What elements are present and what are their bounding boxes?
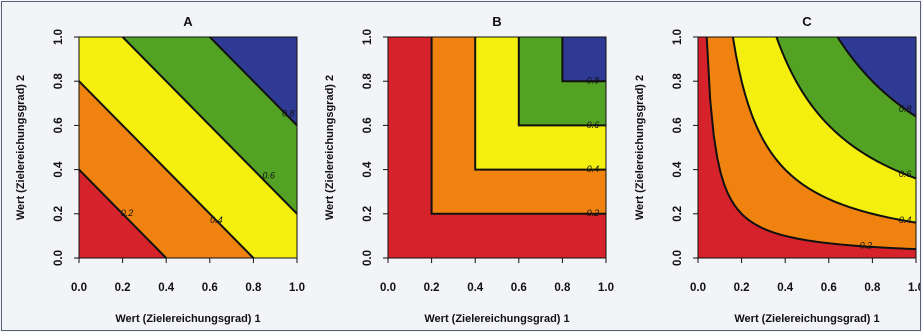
x-axis-label: Wert (Zielereichungsgrad) 1 (734, 313, 879, 325)
contour-line-0.2 (430, 37, 606, 215)
x-tick-label: 0.0 (71, 282, 87, 294)
x-tick-label: 0.2 (424, 282, 440, 294)
x-tick-label: 0.6 (511, 282, 527, 294)
contour-label: 0.6 (587, 120, 600, 130)
x-tick-label: 0.4 (777, 282, 794, 294)
y-axis-label: Wert (Zielereichungsgrad) 2 (324, 75, 336, 220)
y-tick-label: 0.6 (53, 117, 65, 133)
contour-line-0.4 (731, 36, 917, 224)
x-tick-label: 1.0 (289, 282, 305, 294)
panel-title: A (183, 14, 193, 29)
contour-band-4 (837, 37, 916, 117)
y-tick-label: 0.4 (53, 161, 65, 178)
y-tick-label: 0.6 (362, 117, 374, 133)
contour-label: 0.8 (587, 76, 600, 86)
y-tick-label: 0.0 (362, 250, 374, 266)
y-axis-label: Wert (Zielereichungsgrad) 2 (634, 75, 646, 220)
y-axis-label: Wert (Zielereichungsgrad) 2 (15, 75, 27, 220)
contour-line-0.8 (561, 37, 606, 83)
y-tick-label: 0.4 (672, 161, 684, 178)
contour-label: 0.8 (899, 104, 912, 114)
x-axis-label: Wert (Zielereichungsgrad) 1 (424, 313, 569, 325)
x-tick-label: 1.0 (908, 282, 920, 294)
x-tick-label: 0.0 (380, 282, 396, 294)
contour-line-0.6 (121, 36, 298, 215)
y-tick-label: 0.0 (672, 250, 684, 266)
x-tick-label: 0.8 (245, 282, 262, 294)
contour-label: 0.2 (860, 240, 873, 250)
x-tick-label: 0.8 (554, 282, 571, 294)
y-tick-label: 0.0 (53, 250, 65, 266)
plot-border (387, 36, 607, 259)
panel-b: 0.2 0.4 0.6 0.8 B 0.0 0.2 0.4 0.6 0.8 1.0 0.0 0.2 0.4… (324, 14, 614, 325)
y-tick-label: 0.2 (672, 206, 684, 222)
y-tick-label: 1.0 (672, 29, 684, 45)
contour-label: 0.4 (587, 164, 600, 174)
panel-a: 0.2 0.4 0.6 0.8 A 0.0 0.2 0.4 0.6 0.8 1.0 0.0 0.2 0.4… (15, 14, 305, 325)
x-tick-label: 0.2 (734, 282, 750, 294)
y-tick-label: 0.8 (362, 73, 374, 90)
y-tick-label: 0.8 (53, 73, 65, 90)
y-tick-label: 0.2 (362, 206, 374, 222)
x-tick-label: 0.6 (202, 282, 218, 294)
contour-line-0.2 (705, 36, 917, 251)
plot-border (697, 36, 917, 259)
x-tick-label: 0.4 (158, 282, 175, 294)
y-tick-label: 0.2 (53, 206, 65, 222)
contour-line-0.2 (78, 168, 167, 259)
x-tick-label: 0.6 (821, 282, 837, 294)
y-tick-label: 0.4 (362, 161, 374, 178)
contour-line-0.4 (474, 37, 606, 171)
contour-label: 0.2 (587, 208, 600, 218)
y-tick-label: 1.0 (362, 29, 374, 45)
x-tick-label: 0.0 (690, 282, 706, 294)
contour-band-4 (562, 37, 606, 82)
contour-line-0.8 (209, 36, 298, 127)
contour-label: 0.6 (262, 171, 275, 181)
x-axis-label: Wert (Zielereichungsgrad) 1 (115, 313, 260, 325)
y-tick-label: 1.0 (53, 29, 65, 45)
x-tick-label: 0.4 (467, 282, 484, 294)
x-tick-label: 0.2 (115, 282, 131, 294)
panel-title: B (492, 14, 501, 29)
contour-label: 0.2 (121, 208, 134, 218)
y-tick-label: 0.8 (672, 73, 684, 90)
plot-border (78, 36, 298, 259)
contour-line-0.8 (836, 36, 917, 118)
contour-label: 0.4 (210, 215, 223, 225)
panel-title: C (802, 14, 812, 29)
contour-line-0.4 (78, 80, 255, 259)
contour-line-0.6 (517, 37, 606, 127)
panel-c: 0.2 0.4 0.6 0.8 C 0.0 0.2 0.4 0.6 0.8 1.0 0.0 0.2 0.4… (634, 14, 920, 325)
contour-label: 0.6 (899, 169, 912, 179)
contour-label: 0.8 (282, 109, 295, 119)
x-tick-label: 0.8 (864, 282, 881, 294)
contour-label: 0.4 (899, 215, 912, 225)
x-tick-label: 1.0 (598, 282, 614, 294)
contour-line-0.6 (775, 36, 917, 180)
y-tick-label: 0.6 (672, 117, 684, 133)
